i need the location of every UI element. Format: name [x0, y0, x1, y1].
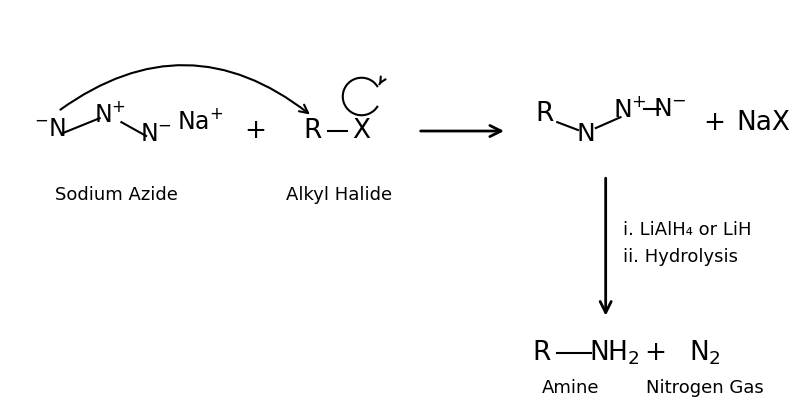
Text: ii. Hydrolysis: ii. Hydrolysis	[623, 248, 738, 266]
Text: $^{-}$N: $^{-}$N	[34, 117, 66, 141]
Text: N$^{+}$: N$^{+}$	[614, 97, 647, 122]
Text: Nitrogen Gas: Nitrogen Gas	[646, 379, 763, 397]
Text: N$^{-}$: N$^{-}$	[140, 122, 172, 146]
Text: i. LiAlH₄ or LiH: i. LiAlH₄ or LiH	[623, 221, 752, 239]
Text: +: +	[644, 340, 666, 366]
Text: R: R	[303, 118, 322, 144]
Text: NH$_2$: NH$_2$	[589, 339, 640, 367]
Text: R: R	[532, 340, 550, 366]
Text: X: X	[353, 118, 370, 144]
Text: Sodium Azide: Sodium Azide	[55, 186, 178, 204]
Text: Amine: Amine	[542, 379, 600, 397]
Text: R: R	[535, 101, 554, 127]
Text: +: +	[703, 110, 726, 136]
Text: NaX: NaX	[737, 110, 791, 136]
Text: N$^{+}$: N$^{+}$	[94, 102, 126, 127]
Text: N: N	[577, 122, 595, 146]
Text: N$_2$: N$_2$	[689, 339, 721, 367]
Text: N$^{-}$: N$^{-}$	[653, 97, 687, 121]
Text: +: +	[244, 118, 266, 144]
Text: Na$^{+}$: Na$^{+}$	[177, 109, 224, 134]
Text: Alkyl Halide: Alkyl Halide	[286, 186, 392, 204]
